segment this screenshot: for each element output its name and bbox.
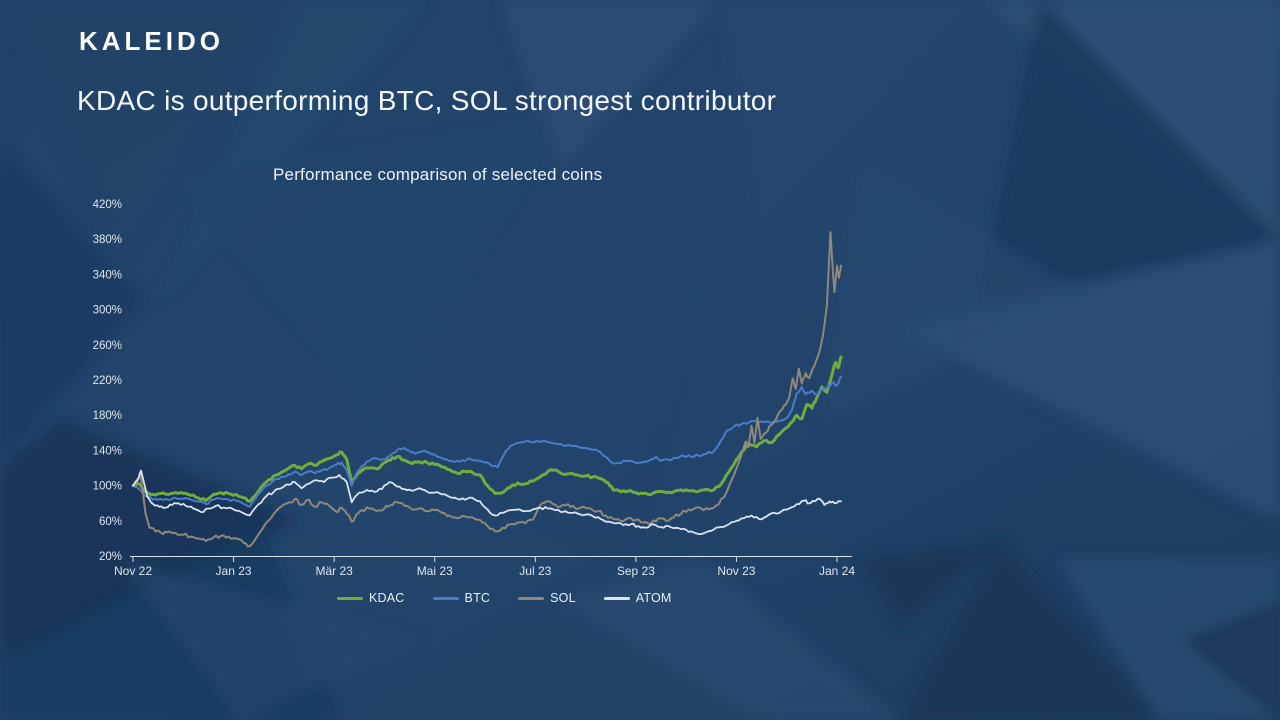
legend-label: ATOM [635, 591, 672, 605]
legend-item-sol: SOL [518, 591, 576, 605]
x-axis-label: Sep 23 [617, 564, 655, 578]
legend-item-atom: ATOM [603, 591, 672, 605]
y-axis-label: 20% [99, 551, 122, 563]
slide-title: KDAC is outperforming BTC, SOL strongest… [77, 85, 777, 116]
series-line-sol [132, 231, 842, 548]
series-line-btc [132, 375, 842, 508]
y-axis-label: 180% [93, 410, 122, 422]
legend-item-btc: BTC [432, 591, 491, 605]
y-axis-label: 140% [93, 445, 122, 457]
y-axis-label: 100% [93, 481, 122, 493]
series-line-kdac [131, 355, 843, 503]
x-axis-label: Jan 24 [819, 564, 855, 578]
legend-label: KDAC [369, 591, 405, 605]
y-axis-label: 380% [93, 234, 122, 246]
x-axis-label: Mai 23 [417, 564, 453, 578]
legend-swatch-kdac [337, 596, 363, 600]
y-axis-label: 340% [93, 269, 122, 281]
legend-label: BTC [464, 591, 491, 605]
y-axis-label: 300% [93, 305, 122, 317]
x-axis-label: Jan 23 [216, 564, 252, 578]
legend-swatch-btc [432, 596, 459, 600]
x-axis-label: Nov 22 [114, 564, 152, 578]
company-logo: KALEIDO [79, 26, 224, 56]
x-axis-label: Nov 23 [717, 564, 755, 578]
chart-title: Performance comparison of selected coins [273, 165, 603, 184]
series-line-atom [132, 469, 842, 535]
legend-swatch-atom [603, 596, 630, 600]
y-axis-label: 60% [99, 516, 122, 528]
y-axis-label: 420% [93, 199, 122, 211]
legend-item-kdac: KDAC [337, 591, 405, 605]
y-axis-label: 220% [93, 375, 122, 387]
legend-label: SOL [550, 591, 576, 605]
x-axis-label: Jul 23 [519, 564, 551, 578]
chart-legend: KDAC BTC SOL ATOM [337, 590, 672, 606]
x-axis-label: Mär 23 [315, 564, 353, 578]
y-axis-label: 260% [93, 340, 122, 352]
legend-swatch-sol [518, 596, 545, 600]
